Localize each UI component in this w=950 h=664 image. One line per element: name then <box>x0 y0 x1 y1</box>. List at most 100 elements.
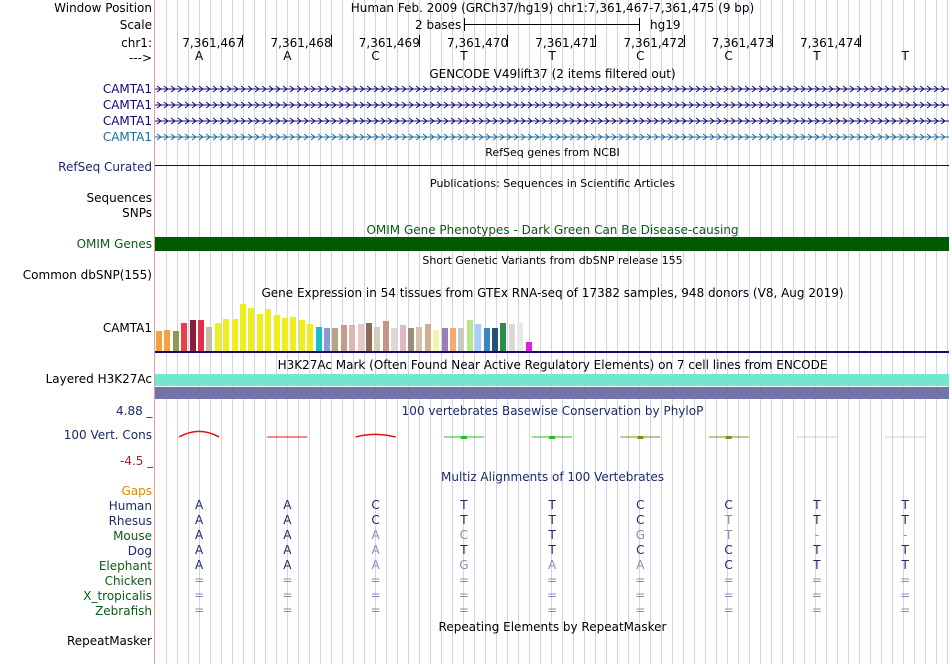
alignment-base: = <box>194 588 205 602</box>
gtex-tissue-bar[interactable] <box>240 304 246 351</box>
gtex-tissue-bar[interactable] <box>172 331 179 351</box>
gtex-tissue-bar[interactable] <box>357 324 364 351</box>
gtex-tissue-bar[interactable] <box>248 308 255 351</box>
gtex-tissue-bar[interactable] <box>441 328 448 351</box>
omim-track-title[interactable]: OMIM Gene Phenotypes - Dark Green Can Be… <box>366 223 739 237</box>
species-label[interactable]: Human <box>108 499 152 513</box>
gtex-tissue-bar[interactable] <box>164 330 171 351</box>
h3k27ac-band-cyan[interactable] <box>155 374 949 386</box>
gencode-gene-feature[interactable] <box>155 101 949 109</box>
gtex-tissue-bar[interactable] <box>282 318 288 351</box>
gencode-gene-feature[interactable] <box>155 133 949 141</box>
grid-line <box>881 0 882 664</box>
phylop-label[interactable]: 100 Vert. Cons <box>63 428 152 442</box>
h3k27ac-label[interactable]: Layered H3K27Ac <box>45 372 152 386</box>
species-label[interactable]: X_tropicalis <box>83 589 152 603</box>
phylop-track-title[interactable]: 100 vertebrates Basewise Conservation by… <box>401 404 704 418</box>
gtex-tissue-bar[interactable] <box>483 328 490 351</box>
refseq-track-title[interactable]: RefSeq genes from NCBI <box>485 146 620 159</box>
gtex-tissue-bar[interactable] <box>223 319 230 351</box>
gencode-gene-label[interactable]: CAMTA1 <box>102 82 152 96</box>
grid-line <box>705 0 706 664</box>
gtex-tissue-bar[interactable] <box>508 324 515 351</box>
gtex-tissue-bar[interactable] <box>198 320 204 351</box>
publications-snps-label[interactable]: SNPs <box>122 206 152 220</box>
gtex-tissue-bar[interactable] <box>265 309 272 351</box>
gtex-tissue-bar[interactable] <box>458 328 465 351</box>
gencode-gene-label[interactable]: CAMTA1 <box>102 98 152 112</box>
gtex-tissue-bar[interactable] <box>315 327 322 351</box>
repeatmasker-track-title[interactable]: Repeating Elements by RepeatMasker <box>438 620 667 634</box>
gtex-tissue-bar[interactable] <box>408 328 414 351</box>
gtex-tissue-bar[interactable] <box>366 323 372 351</box>
gtex-tissue-bar[interactable] <box>298 320 305 351</box>
species-label[interactable]: Mouse <box>113 529 152 543</box>
alignment-base: T <box>460 498 468 512</box>
alignment-base: C <box>636 543 645 557</box>
grid-line <box>903 0 904 664</box>
gtex-tissue-bar[interactable] <box>450 328 456 351</box>
gtex-tissue-bar[interactable] <box>382 321 389 351</box>
species-label[interactable]: Zebrafish <box>95 604 152 618</box>
gtex-tissue-bar[interactable] <box>214 323 221 351</box>
scale-bar-left-tick <box>464 18 465 31</box>
omim-label[interactable]: OMIM Genes <box>76 237 152 251</box>
dbsnp-label[interactable]: Common dbSNP(155) <box>22 268 152 282</box>
gtex-tissue-bar[interactable] <box>189 320 196 351</box>
gtex-tissue-bar[interactable] <box>324 328 330 351</box>
gtex-tissue-bar[interactable] <box>349 325 356 351</box>
gtex-tissue-bar[interactable] <box>290 317 297 351</box>
gencode-gene-label[interactable]: CAMTA1 <box>102 130 152 144</box>
gtex-tissue-bar[interactable] <box>475 324 482 351</box>
h3k27ac-band-purple[interactable] <box>155 387 949 399</box>
gencode-gene-feature[interactable] <box>155 117 949 125</box>
gtex-tissue-bar[interactable] <box>332 328 339 351</box>
gencode-gene-label[interactable]: CAMTA1 <box>102 114 152 128</box>
publications-sequences-label[interactable]: Sequences <box>86 191 152 205</box>
gtex-tissue-bar[interactable] <box>399 325 406 351</box>
species-label[interactable]: Chicken <box>104 574 152 588</box>
gtex-tissue-bar[interactable] <box>433 330 440 351</box>
gtex-tissue-bar[interactable] <box>231 319 238 351</box>
gtex-tissue-bar[interactable] <box>416 327 423 351</box>
gtex-tissue-bar[interactable] <box>374 327 381 351</box>
refseq-label[interactable]: RefSeq Curated <box>58 160 152 174</box>
gtex-tissue-bar[interactable] <box>466 320 473 351</box>
gtex-tissue-bar[interactable] <box>307 324 314 351</box>
gtex-tissue-bar[interactable] <box>273 315 280 351</box>
gtex-bar-chart[interactable] <box>155 300 755 351</box>
gtex-tissue-bar[interactable] <box>500 323 507 351</box>
repeatmasker-label[interactable]: RepeatMasker <box>66 634 152 648</box>
gtex-tissue-bar[interactable] <box>340 325 347 351</box>
gencode-track-title[interactable]: GENCODE V49lift37 (2 items filtered out) <box>429 67 676 81</box>
species-label[interactable]: Elephant <box>98 559 152 573</box>
grid-line <box>936 0 937 664</box>
alignment-base: C <box>459 528 469 542</box>
gtex-tissue-bar[interactable] <box>206 327 213 351</box>
grid-line <box>540 0 541 664</box>
gtex-tissue-bar[interactable] <box>391 328 398 351</box>
gtex-tissue-bar[interactable] <box>492 328 498 351</box>
gtex-tissue-bar[interactable] <box>181 323 188 351</box>
multiz-track-title[interactable]: Multiz Alignments of 100 Vertebrates <box>440 470 665 484</box>
gtex-tissue-bar[interactable] <box>156 331 162 351</box>
h3k27ac-track-title[interactable]: H3K27Ac Mark (Often Found Near Active Re… <box>277 358 828 372</box>
grid-line <box>837 0 838 664</box>
gencode-gene-feature[interactable] <box>155 85 949 93</box>
species-label[interactable]: Rhesus <box>108 514 152 528</box>
gtex-tissue-bar[interactable] <box>256 314 263 351</box>
omim-feature-bar[interactable] <box>155 237 949 251</box>
ruler-tick <box>595 35 597 47</box>
gtex-label[interactable]: CAMTA1 <box>102 321 152 335</box>
species-label[interactable]: Dog <box>127 544 152 558</box>
gtex-tissue-bar[interactable] <box>525 342 532 351</box>
dbsnp-track-title[interactable]: Short Genetic Variants from dbSNP releas… <box>422 254 683 267</box>
publications-track-title[interactable]: Publications: Sequences in Scientific Ar… <box>430 177 675 190</box>
multiz-gaps-label[interactable]: Gaps <box>121 484 152 498</box>
gtex-tissue-bar[interactable] <box>517 323 524 351</box>
phylop-plot[interactable] <box>155 412 950 472</box>
gtex-tissue-bar[interactable] <box>424 324 431 351</box>
refseq-gene-line[interactable] <box>155 165 949 166</box>
gtex-track-title[interactable]: Gene Expression in 54 tissues from GTEx … <box>261 286 844 300</box>
